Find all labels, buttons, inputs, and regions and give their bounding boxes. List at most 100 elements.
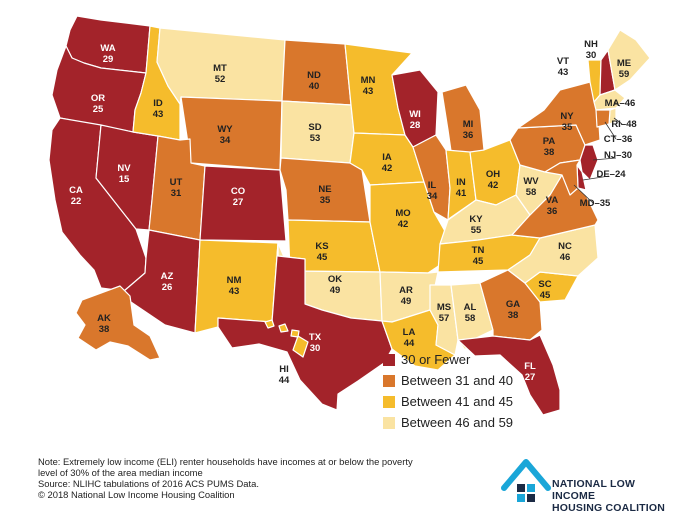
state-abbr-label: IA bbox=[382, 152, 392, 163]
legend-label: Between 46 and 59 bbox=[401, 415, 514, 430]
state-abbr-label: NE bbox=[318, 184, 331, 195]
state-value-label: 29 bbox=[103, 54, 114, 65]
state-abbr-label: IN bbox=[456, 177, 466, 188]
callout-line bbox=[573, 184, 594, 204]
state-value-label: 43 bbox=[229, 286, 240, 297]
state-ak bbox=[75, 285, 161, 361]
state-tx bbox=[217, 242, 393, 411]
callout-lines: MA–46 RI–48 CT–36 NJ–30 DE–24 MD–35 bbox=[573, 98, 637, 209]
footnote: Note: Extremely low income (ELI) renter … bbox=[38, 456, 458, 500]
callout-line bbox=[592, 157, 617, 161]
state-abbr-label: UT bbox=[170, 177, 183, 188]
state-value-label: 30 bbox=[621, 150, 632, 161]
state-value-label: 15 bbox=[119, 174, 130, 185]
callout-label: RI–48 bbox=[611, 119, 636, 130]
state-co bbox=[199, 165, 287, 242]
state-abbr-label: HI bbox=[279, 364, 289, 375]
state-abbr-label: ND bbox=[307, 70, 321, 81]
state-value-label: 49 bbox=[330, 285, 341, 296]
state-fl bbox=[457, 334, 561, 416]
state-abbr-label: OR bbox=[91, 93, 105, 104]
state-abbr-label: VA bbox=[546, 195, 559, 206]
legend-item-30-or-fewer: 30 or Fewer bbox=[383, 350, 563, 369]
state-abbr-label: NV bbox=[117, 163, 131, 174]
copyright-line: © 2018 National Low Income Housing Coali… bbox=[38, 489, 235, 500]
state-abbr-label: FL bbox=[524, 361, 536, 372]
state-value-label: 58 bbox=[465, 313, 476, 324]
nlihc-logo: NATIONAL LOW INCOME HOUSING COALITION bbox=[500, 452, 675, 514]
state-nc bbox=[507, 224, 599, 284]
callout-label: DE–24 bbox=[596, 169, 626, 180]
state-value-label: 34 bbox=[220, 135, 231, 146]
state-abbr-label: MN bbox=[361, 75, 376, 86]
state-value-label: 38 bbox=[544, 147, 555, 158]
state-value-label: 43 bbox=[558, 67, 569, 78]
state-value-label: 42 bbox=[488, 180, 499, 191]
state-abbr-label: VT bbox=[557, 56, 569, 67]
state-abbr-label: MO bbox=[395, 208, 410, 219]
state-value-label: 38 bbox=[508, 310, 519, 321]
state-abbr-label: TN bbox=[472, 245, 485, 256]
state-abbr-label: MD bbox=[580, 198, 595, 209]
state-abbr-label: KS bbox=[315, 241, 328, 252]
state-value-label: 36 bbox=[622, 134, 633, 145]
logo-line: NATIONAL LOW INCOME bbox=[552, 478, 636, 502]
legend-swatch bbox=[383, 416, 395, 429]
legend-item-41-45: Between 41 and 45 bbox=[383, 392, 563, 411]
state-value-label: 36 bbox=[547, 206, 558, 217]
state-value-label: 45 bbox=[317, 252, 328, 263]
state-abbr-label: NM bbox=[227, 275, 242, 286]
state-abbr-label: AK bbox=[97, 313, 111, 324]
state-value-label: 57 bbox=[439, 313, 450, 324]
legend-swatch bbox=[383, 353, 395, 366]
state-abbr-label: PA bbox=[543, 136, 556, 147]
state-abbr-label: DE bbox=[596, 169, 609, 180]
state-abbr-label: RI bbox=[611, 119, 621, 130]
state-value-label: 41 bbox=[456, 188, 467, 199]
state-value-label: 45 bbox=[473, 256, 484, 267]
state-abbr-label: IL bbox=[428, 180, 437, 191]
state-abbr-label: NH bbox=[584, 39, 598, 50]
legend-swatch bbox=[383, 374, 395, 387]
state-abbr-label: MS bbox=[437, 302, 451, 313]
state-abbr-label: WV bbox=[523, 176, 539, 187]
state-shapes bbox=[48, 15, 651, 416]
note-line: level of 30% of the area median income bbox=[38, 467, 203, 478]
state-value-label: 30 bbox=[310, 343, 321, 354]
legend: 30 or Fewer Between 31 and 40 Between 41… bbox=[383, 350, 563, 434]
legend-swatch bbox=[383, 395, 395, 408]
callout-label: NJ–30 bbox=[604, 150, 632, 161]
state-value-label: 28 bbox=[410, 120, 421, 131]
state-value-label: 26 bbox=[162, 282, 173, 293]
state-labels: WA29OR25CA22NV15ID43MT52WY34UT31AZ26CO27… bbox=[69, 39, 631, 386]
state-value-label: 59 bbox=[619, 69, 630, 80]
state-ct bbox=[595, 109, 611, 128]
state-value-label: 46 bbox=[625, 98, 636, 109]
state-abbr-label: SC bbox=[538, 279, 551, 290]
legend-item-46-59: Between 46 and 59 bbox=[383, 413, 563, 432]
state-abbr-label: ME bbox=[617, 58, 631, 69]
callout-label: CT–36 bbox=[604, 134, 633, 145]
state-abbr-label: GA bbox=[506, 299, 520, 310]
state-abbr-label: TX bbox=[309, 332, 322, 343]
callout-line bbox=[613, 117, 623, 125]
state-value-label: 38 bbox=[99, 324, 110, 335]
state-abbr-label: WA bbox=[100, 43, 115, 54]
state-abbr-label: OH bbox=[486, 169, 500, 180]
state-value-label: 43 bbox=[153, 109, 164, 120]
state-abbr-label: CO bbox=[231, 186, 245, 197]
state-value-label: 34 bbox=[427, 191, 438, 202]
state-value-label: 40 bbox=[309, 81, 320, 92]
state-abbr-label: WY bbox=[217, 124, 233, 135]
state-value-label: 25 bbox=[93, 104, 104, 115]
state-abbr-label: AZ bbox=[161, 271, 174, 282]
state-value-label: 58 bbox=[526, 187, 537, 198]
state-value-label: 42 bbox=[382, 163, 393, 174]
state-md bbox=[544, 159, 581, 196]
callout-line bbox=[613, 101, 621, 107]
state-value-label: 31 bbox=[171, 188, 182, 199]
legend-label: Between 31 and 40 bbox=[401, 373, 514, 388]
callout-label: MD–35 bbox=[580, 198, 611, 209]
state-value-label: 27 bbox=[233, 197, 244, 208]
